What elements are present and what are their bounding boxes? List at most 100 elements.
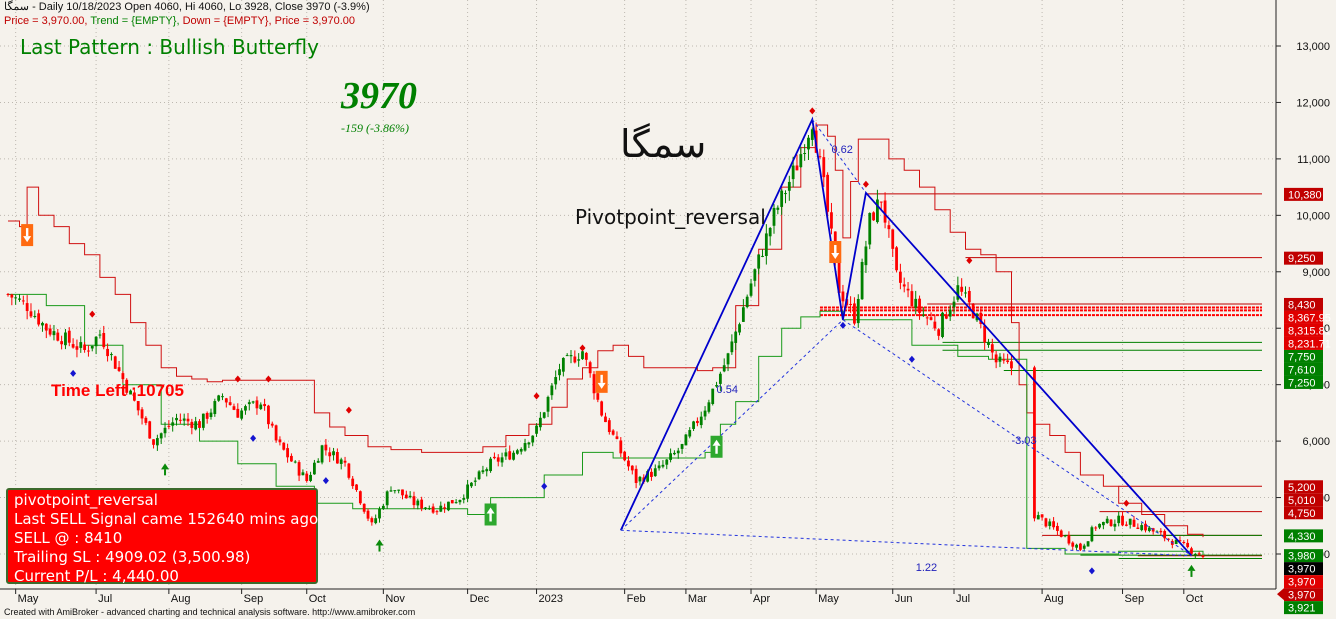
pivot-low-dot xyxy=(70,369,77,377)
price-tag-box xyxy=(1284,310,1323,324)
price-tag-label: 3,980 xyxy=(1288,551,1316,563)
price-tag-label: 7,750 xyxy=(1288,351,1316,363)
candle-body xyxy=(826,174,830,212)
candle-body xyxy=(558,369,561,376)
candle-body xyxy=(964,292,967,294)
candle-body xyxy=(71,344,75,348)
candle-body xyxy=(967,290,971,303)
candle-body xyxy=(466,484,469,499)
x-tick-label: Aug xyxy=(1044,593,1064,605)
candle-body xyxy=(1167,538,1170,540)
candle-body xyxy=(282,442,286,450)
price-tag-box xyxy=(1284,297,1323,311)
axes: 4,0005,0006,0007,0008,0009,00010,00011,0… xyxy=(0,0,1330,605)
candle-body xyxy=(692,421,695,429)
candle-body xyxy=(48,328,52,335)
candle-body xyxy=(519,448,523,452)
price-tag-label: 10,380 xyxy=(1288,189,1322,201)
candle-body xyxy=(906,288,910,291)
chart-header-line1: سمگا - Daily 10/18/2023 Open 4060, Hi 40… xyxy=(4,1,370,13)
candle-body xyxy=(251,401,255,403)
pivot-low-dot xyxy=(908,355,915,363)
candle-body xyxy=(784,193,787,195)
candle-body xyxy=(493,456,496,459)
candle-body xyxy=(90,345,94,349)
candle-body xyxy=(669,453,672,460)
price-tag: 8,231.71 xyxy=(1284,336,1331,350)
x-tick-label: Apr xyxy=(753,593,770,605)
candle-body xyxy=(1082,545,1086,549)
candle-body xyxy=(791,165,795,180)
candle-body xyxy=(159,433,163,439)
candle-body xyxy=(427,508,431,510)
candle-body xyxy=(435,511,439,513)
pattern-ratio-label: 1.22 xyxy=(916,562,937,574)
buy-signal-arrow xyxy=(484,503,497,526)
candle-body xyxy=(872,212,875,221)
candle-body xyxy=(822,157,826,178)
candle-body xyxy=(148,421,152,439)
x-tick-label: Sep xyxy=(1125,593,1145,605)
candle-body xyxy=(182,418,186,421)
candle-body xyxy=(673,452,676,455)
candle-body xyxy=(772,207,776,226)
candle-body xyxy=(155,438,159,446)
indicator-name: Pivotpoint_reversal xyxy=(575,205,766,229)
price-tag-label: 8,231.71 xyxy=(1288,338,1331,350)
candle-body xyxy=(910,291,914,307)
candle-body xyxy=(1033,367,1036,519)
price-tag-label: 3,970 xyxy=(1288,590,1316,602)
candle-body xyxy=(546,396,550,412)
price-tag-label: 5,010 xyxy=(1288,495,1316,507)
candle-body xyxy=(1094,527,1098,529)
candle-body xyxy=(420,499,424,509)
candle-body xyxy=(795,165,799,171)
candle-body xyxy=(535,425,538,434)
candle-body xyxy=(240,410,244,419)
buy-signal-arrow xyxy=(710,435,723,458)
candle-body xyxy=(462,498,466,500)
price-tag: 7,750 xyxy=(1284,349,1323,363)
price-tag: 8,367.95 xyxy=(1284,310,1331,324)
last-pattern-label: Last Pattern : Bullish Butterfly xyxy=(20,35,319,59)
candle-body xyxy=(837,255,841,294)
x-tick-label: Jun xyxy=(895,593,913,605)
down-arrow-icon xyxy=(597,382,606,389)
candle-body xyxy=(343,460,347,463)
pivot-low-dot xyxy=(322,477,329,485)
candle-body xyxy=(987,342,990,345)
candle-body xyxy=(178,419,182,421)
price-tag: 9,250 xyxy=(1284,251,1323,265)
price-tag: 8,430 xyxy=(1284,297,1323,311)
candle-body xyxy=(531,435,535,443)
candle-body xyxy=(481,470,485,473)
price-tag: 3,970 xyxy=(1284,575,1323,589)
price-tag-box xyxy=(1284,506,1323,520)
pattern-ratio-line xyxy=(620,529,1192,557)
pivot-low-dot xyxy=(250,434,257,442)
price-tag-label: 4,750 xyxy=(1288,508,1316,520)
candle-body xyxy=(297,462,301,476)
candle-body xyxy=(132,392,136,401)
candle-body xyxy=(496,457,500,462)
candle-body xyxy=(584,352,588,360)
candle-body xyxy=(730,341,734,353)
candle-body xyxy=(830,212,833,229)
price-tag-label: 8,430 xyxy=(1288,299,1316,311)
candle-body xyxy=(37,313,41,325)
candle-body xyxy=(29,311,33,317)
candle-body xyxy=(1040,514,1044,518)
candle-body xyxy=(167,425,171,427)
candle-body xyxy=(175,417,178,421)
candle-body xyxy=(573,356,577,363)
candle-body xyxy=(707,402,711,412)
chart-header-line2: Price = 3,970.00, Trend = {EMPTY}, Down … xyxy=(4,15,355,28)
candle-body xyxy=(577,359,581,361)
x-tick-label: Jul xyxy=(956,593,970,605)
candle-body xyxy=(680,444,684,449)
candle-body xyxy=(860,261,864,300)
butterfly-pattern-line xyxy=(619,116,1193,557)
candle-body xyxy=(1002,359,1006,361)
candle-body xyxy=(278,439,282,443)
candle-body xyxy=(757,254,761,269)
